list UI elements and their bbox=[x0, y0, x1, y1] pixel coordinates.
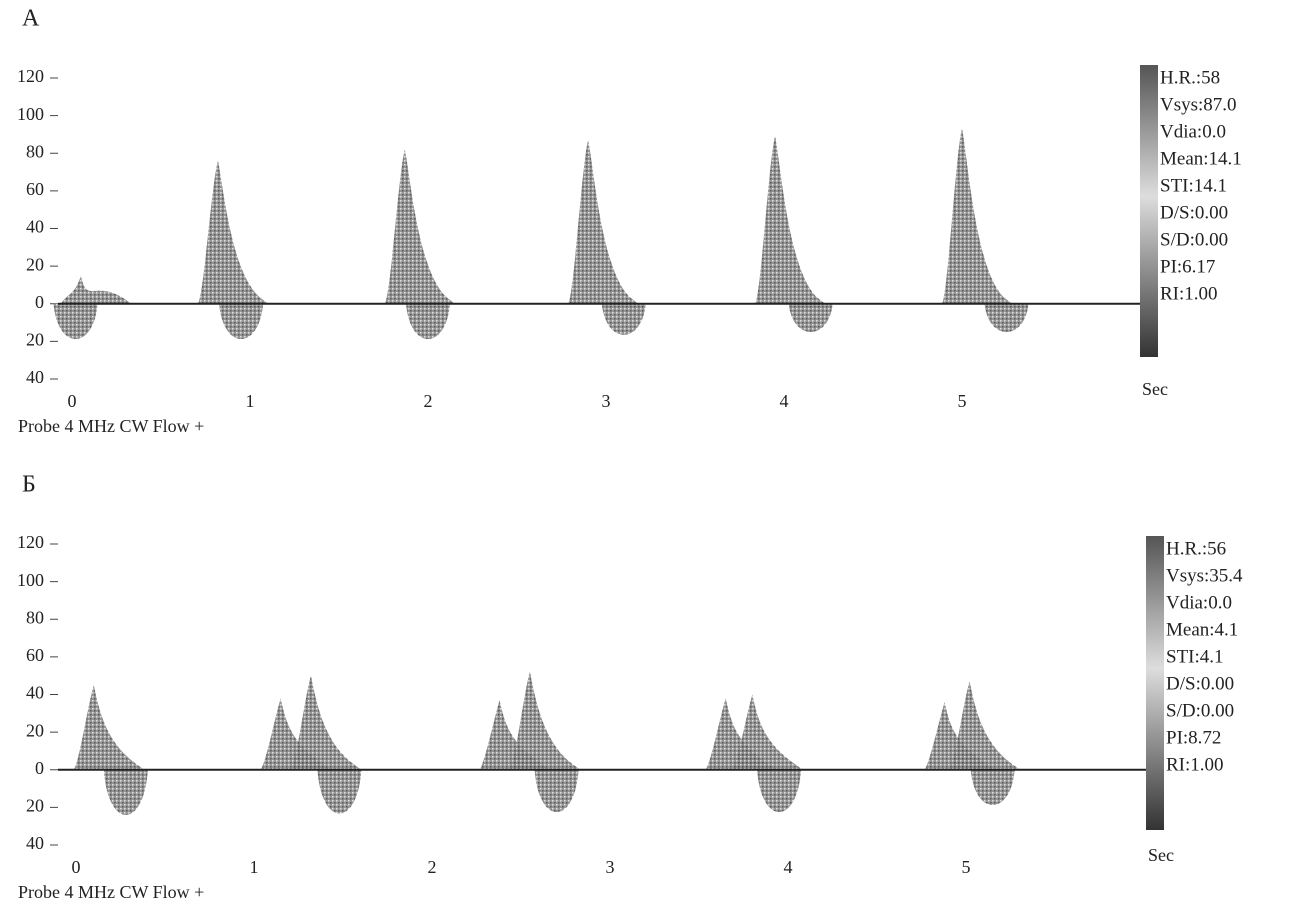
x-tick-label: 0 bbox=[72, 857, 81, 877]
waveform-peak bbox=[602, 304, 646, 335]
readout: Vdia:0.0 bbox=[1160, 121, 1226, 142]
x-unit: Sec bbox=[1148, 845, 1174, 865]
color-bar bbox=[1140, 65, 1158, 357]
probe-info: Probe 4 MHz CW Flow + bbox=[18, 882, 204, 902]
y-tick-label: 40 bbox=[26, 217, 44, 237]
waveform-peak bbox=[757, 770, 801, 812]
y-tick-label: 40 bbox=[26, 683, 44, 703]
color-bar bbox=[1146, 536, 1164, 830]
y-tick-label: 80 bbox=[26, 141, 44, 161]
readout: RI:1.00 bbox=[1166, 754, 1224, 775]
readout: RI:1.00 bbox=[1160, 283, 1218, 304]
y-tick-label: 80 bbox=[26, 607, 44, 627]
x-tick-label: 2 bbox=[428, 857, 437, 877]
figure: А4020020406080100120012345SecH.R.:58Vsys… bbox=[0, 0, 1289, 910]
x-unit: Sec bbox=[1142, 379, 1168, 399]
readout: D/S:0.00 bbox=[1166, 673, 1234, 694]
waveform-peak bbox=[985, 304, 1029, 332]
waveform-peak bbox=[317, 770, 361, 814]
probe-info: Probe 4 MHz CW Flow + bbox=[18, 416, 204, 436]
y-tick-label: 100 bbox=[17, 104, 44, 124]
x-tick-label: 4 bbox=[780, 391, 789, 411]
waveform-peak bbox=[219, 304, 263, 339]
waveform-peak bbox=[755, 136, 825, 303]
readout: PI:8.72 bbox=[1166, 727, 1221, 748]
readout: Vdia:0.0 bbox=[1166, 592, 1232, 613]
readout: Vsys:87.0 bbox=[1160, 94, 1237, 115]
readout: D/S:0.00 bbox=[1160, 202, 1228, 223]
waveform-peak bbox=[535, 770, 579, 812]
panel-label: А bbox=[22, 6, 40, 32]
panel-label: Б bbox=[22, 472, 36, 498]
waveform-peak bbox=[385, 149, 455, 303]
waveform-peak bbox=[104, 770, 148, 815]
y-tick-label: 40 bbox=[26, 833, 44, 853]
readout: S/D:0.00 bbox=[1160, 229, 1228, 250]
readout: STI:14.1 bbox=[1160, 175, 1227, 196]
waveform-peak bbox=[61, 276, 131, 304]
waveform-peak bbox=[568, 140, 638, 304]
y-tick-label: 0 bbox=[35, 758, 44, 778]
y-tick-label: 120 bbox=[17, 66, 44, 86]
y-tick-label: 60 bbox=[26, 645, 44, 665]
readout: S/D:0.00 bbox=[1166, 700, 1234, 721]
waveform-peak bbox=[510, 672, 580, 770]
x-tick-label: 2 bbox=[424, 391, 433, 411]
readout: Mean:14.1 bbox=[1160, 148, 1242, 169]
waveform-peak bbox=[950, 681, 1020, 769]
readout: PI:6.17 bbox=[1160, 256, 1215, 277]
waveform-peak bbox=[406, 304, 450, 339]
y-tick-label: 20 bbox=[26, 330, 44, 350]
waveform-peak bbox=[789, 304, 833, 332]
x-tick-label: 3 bbox=[606, 857, 615, 877]
waveform-peak bbox=[291, 676, 361, 770]
x-tick-label: 1 bbox=[246, 391, 255, 411]
y-tick-label: 20 bbox=[26, 254, 44, 274]
y-tick-label: 20 bbox=[26, 796, 44, 816]
y-tick-label: 120 bbox=[17, 532, 44, 552]
x-tick-label: 5 bbox=[958, 391, 967, 411]
waveform-peak bbox=[732, 695, 802, 770]
readout: Mean:4.1 bbox=[1166, 619, 1238, 640]
waveform-peak bbox=[942, 129, 1012, 304]
y-tick-label: 40 bbox=[26, 367, 44, 387]
x-tick-label: 4 bbox=[784, 857, 793, 877]
y-tick-label: 60 bbox=[26, 179, 44, 199]
y-tick-label: 20 bbox=[26, 720, 44, 740]
waveform-peak bbox=[198, 161, 268, 304]
x-tick-label: 1 bbox=[250, 857, 259, 877]
y-tick-label: 0 bbox=[35, 292, 44, 312]
waveform-peak bbox=[971, 770, 1015, 805]
x-tick-label: 5 bbox=[962, 857, 971, 877]
x-tick-label: 0 bbox=[68, 391, 77, 411]
readout: STI:4.1 bbox=[1166, 646, 1224, 667]
x-tick-label: 3 bbox=[602, 391, 611, 411]
readout: Vsys:35.4 bbox=[1166, 565, 1243, 586]
waveform-peak bbox=[54, 304, 98, 339]
readout: H.R.:58 bbox=[1160, 67, 1220, 88]
readout: H.R.:56 bbox=[1166, 538, 1226, 559]
y-tick-label: 100 bbox=[17, 570, 44, 590]
waveform-peak bbox=[74, 685, 144, 770]
